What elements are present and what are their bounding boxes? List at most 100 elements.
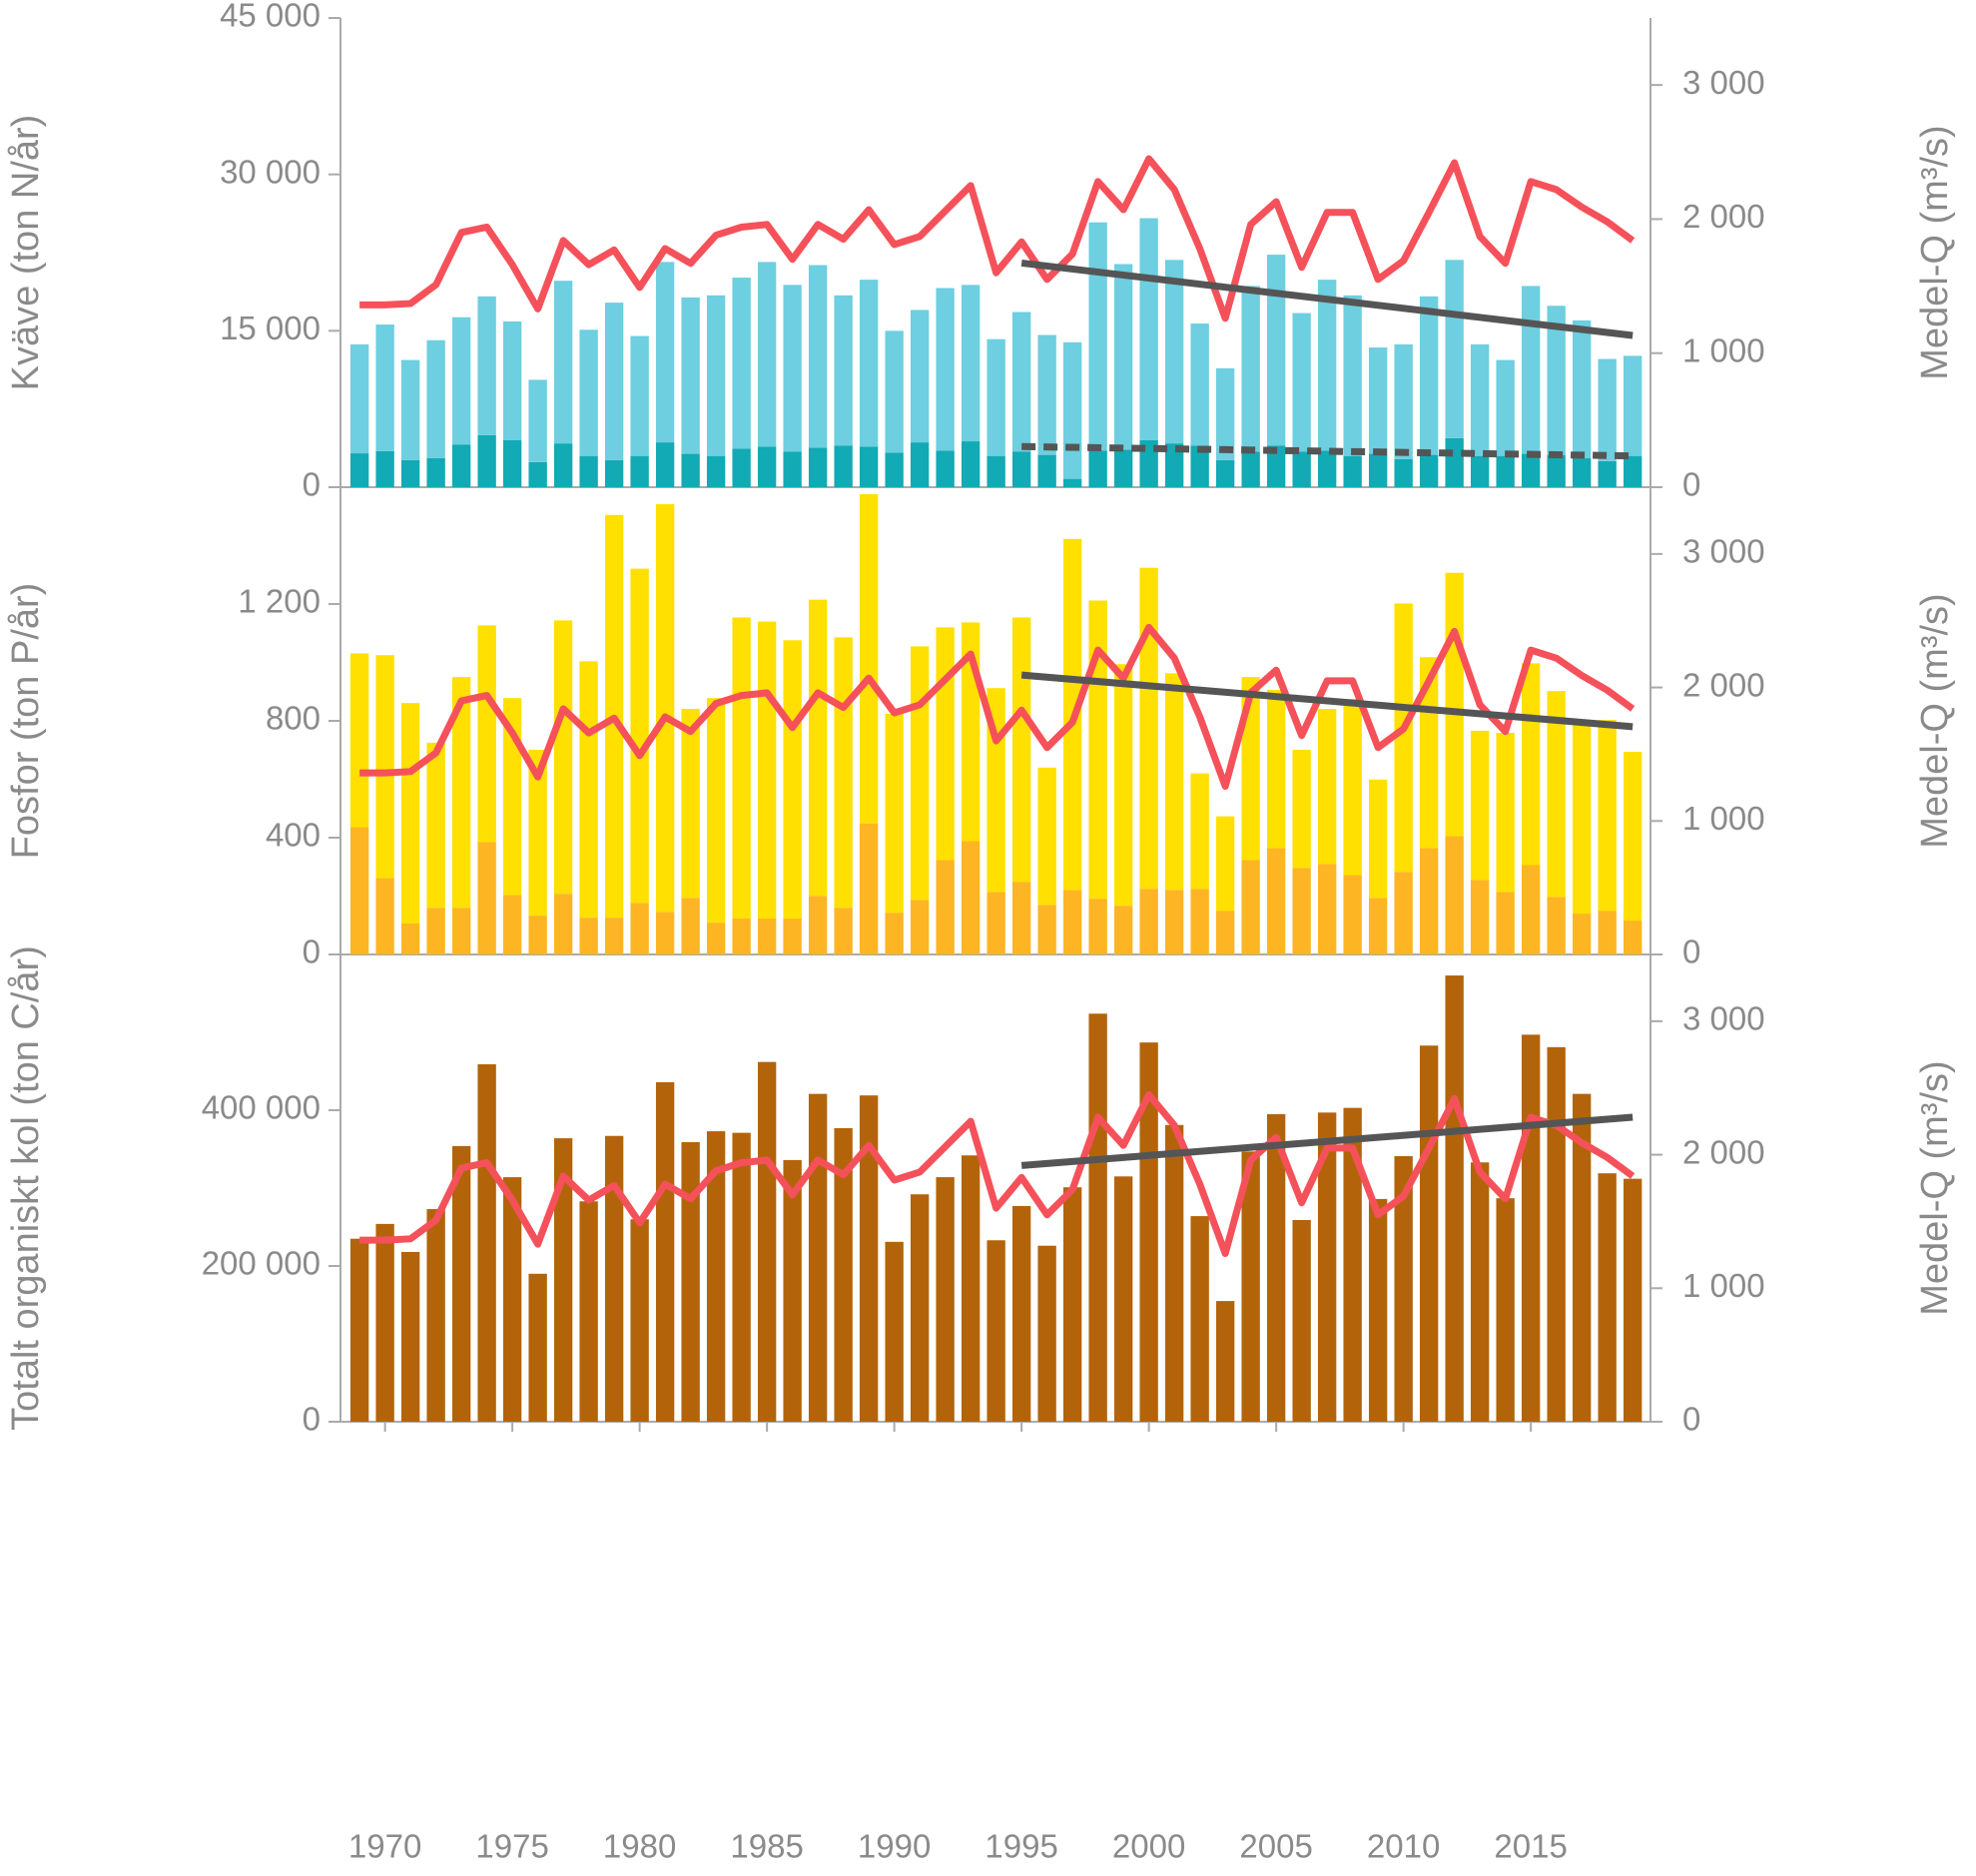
bar [655, 442, 675, 487]
bar [910, 442, 930, 487]
bar [553, 443, 573, 487]
bar [910, 646, 930, 901]
bar [1496, 732, 1515, 893]
bar [987, 892, 1005, 954]
bar [987, 1240, 1005, 1422]
y-tick-label: 15 000 [220, 310, 321, 346]
bar [502, 320, 522, 440]
bar [349, 343, 369, 454]
bar [1062, 1187, 1082, 1422]
bar [1394, 343, 1413, 459]
bar [1292, 749, 1311, 869]
bar [961, 441, 981, 487]
flow-line [359, 1090, 1636, 1258]
bar [757, 1061, 777, 1422]
bar [655, 1081, 675, 1422]
bar [1317, 864, 1337, 954]
y2-tick-label: 3 000 [1682, 533, 1765, 570]
bar [1088, 222, 1107, 451]
y2-tick-label: 1 000 [1682, 1267, 1765, 1304]
x-tick-label: 2005 [1239, 1828, 1312, 1865]
bar [1470, 343, 1490, 456]
bar [528, 379, 547, 462]
bar [1343, 1107, 1362, 1422]
bar [1445, 836, 1464, 954]
bar [961, 841, 981, 954]
bar [1368, 1198, 1388, 1422]
bar [1343, 295, 1362, 456]
bar [426, 457, 445, 487]
x-tick-label: 1990 [858, 1828, 931, 1865]
y2-axis-title: Medel-Q (m³/s) [1914, 125, 1956, 379]
bar [1088, 600, 1107, 900]
bar [834, 908, 853, 954]
bar [375, 450, 394, 487]
bar [349, 1238, 369, 1422]
bar [859, 446, 879, 487]
bar [1266, 445, 1286, 487]
bar [1445, 975, 1464, 1422]
bar [1215, 816, 1235, 912]
bar [1266, 255, 1286, 446]
bar [1623, 1178, 1643, 1422]
bar [1190, 323, 1209, 446]
bar [1317, 450, 1337, 487]
bar [1419, 296, 1439, 455]
bar [757, 446, 777, 487]
bar [426, 742, 445, 909]
bar [885, 1241, 904, 1422]
bar [1037, 1245, 1056, 1422]
bar [1419, 1045, 1439, 1422]
bar [477, 434, 496, 487]
bar [553, 281, 573, 444]
bar [1598, 911, 1617, 954]
bar [1215, 459, 1235, 487]
bar [604, 1135, 624, 1422]
bar [783, 285, 802, 452]
bar [553, 1138, 573, 1422]
x-tick-label: 1985 [730, 1828, 803, 1865]
bar [910, 900, 930, 954]
bar [936, 627, 955, 861]
bar [1572, 720, 1592, 915]
y-tick-label: 0 [303, 934, 321, 970]
trend-line [1021, 442, 1634, 460]
bar [961, 285, 981, 442]
y-tick-label: 0 [303, 466, 321, 503]
x-tick-label: 2000 [1112, 1828, 1185, 1865]
trend-line [1020, 671, 1634, 731]
bar [1037, 454, 1056, 487]
bar [1190, 889, 1209, 954]
bar [451, 908, 471, 954]
bar [477, 842, 496, 954]
bar [1470, 1162, 1490, 1422]
bar [1496, 892, 1515, 954]
bar [553, 894, 573, 954]
bar [1623, 355, 1643, 456]
bar [1572, 457, 1592, 487]
bar [1011, 882, 1031, 954]
bar [808, 447, 828, 487]
bar [808, 599, 828, 897]
bar [885, 330, 904, 453]
y2-tick-label: 2 000 [1682, 1133, 1765, 1170]
bar [630, 903, 649, 954]
bar [349, 653, 369, 828]
bar [706, 1131, 726, 1422]
bar [1164, 1124, 1184, 1422]
bar [349, 827, 369, 954]
bar [1139, 1042, 1158, 1422]
bar [1521, 453, 1541, 487]
bar [1572, 914, 1592, 954]
bar [1343, 875, 1362, 954]
bar [1343, 699, 1362, 876]
bar [604, 459, 624, 487]
bar [579, 1201, 598, 1422]
bar [706, 698, 726, 924]
bar [732, 1132, 751, 1422]
bar [451, 1145, 471, 1422]
bar [681, 453, 700, 487]
bar [1470, 730, 1490, 881]
y2-tick-label: 0 [1682, 466, 1700, 503]
